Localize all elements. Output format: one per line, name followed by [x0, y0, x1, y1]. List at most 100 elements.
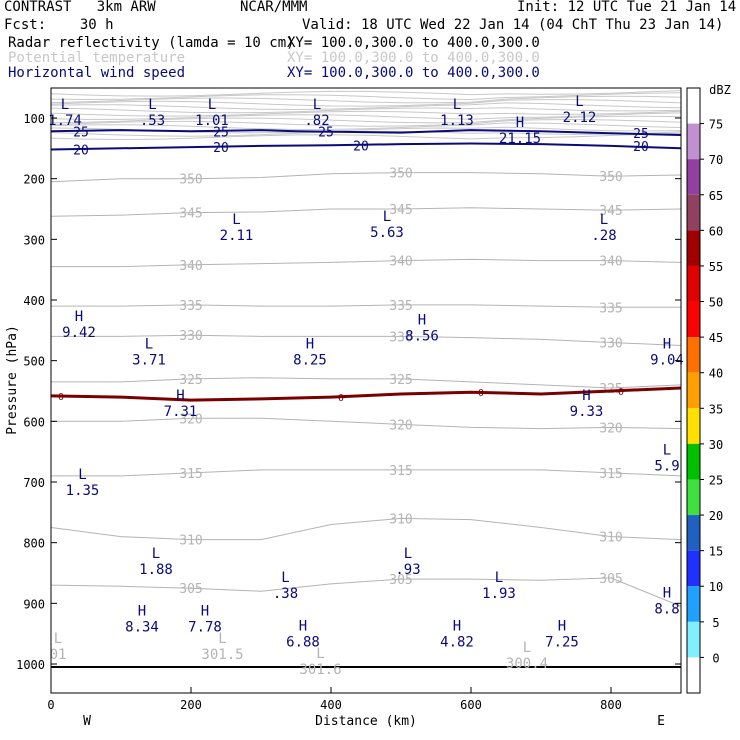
- colorbar-title: dBZ: [709, 83, 731, 97]
- extremum-value: 21.15: [499, 131, 541, 147]
- low-marker: L1.74: [48, 97, 82, 129]
- x-tick-label: 200: [180, 698, 202, 712]
- reflectivity-contour: [51, 386, 681, 402]
- extremum-value: .38: [273, 586, 298, 602]
- wind-contour-label: 20: [633, 140, 649, 155]
- high-marker: H9.04: [650, 337, 684, 369]
- theta-contour-label: 320: [389, 418, 412, 433]
- theta-contour-label: 310: [389, 512, 412, 527]
- y-axis-label: Pressure (hPa): [5, 325, 20, 435]
- low-marker: L.28: [591, 212, 616, 244]
- theta-contour-label: 315: [599, 467, 622, 482]
- extremum-value: 1.74: [48, 113, 82, 129]
- theta-contour-label: 330: [179, 329, 202, 344]
- low-letter: L: [575, 94, 583, 110]
- y-tick-label: 900: [23, 597, 45, 611]
- y-tick-label: 400: [23, 294, 45, 308]
- extremum-value: 2.11: [220, 228, 254, 244]
- low-marker: L.38: [273, 570, 298, 602]
- colorbar-swatch: [687, 479, 700, 516]
- high-marker: H4.82: [440, 619, 474, 651]
- y-tick-label: 200: [23, 173, 45, 187]
- colorbar-level-label: 15: [709, 545, 723, 559]
- x-tick-label: 800: [600, 698, 622, 712]
- high-letter: H: [582, 388, 590, 404]
- extremum-value: 1.01: [195, 113, 229, 129]
- extremum-value: .53: [140, 113, 165, 129]
- colorbar-frame: [686, 87, 701, 694]
- theta-contour-label: 325: [389, 373, 412, 388]
- high-marker: H9.33: [570, 388, 604, 420]
- high-letter: H: [663, 585, 671, 601]
- y-tick-label: 100: [23, 112, 45, 126]
- high-letter: H: [306, 337, 314, 353]
- theta-contour-upper: [51, 90, 681, 97]
- colorbar-level-label: 45: [709, 331, 723, 345]
- extremum-value: 5.63: [370, 225, 404, 241]
- theta-contour-label: 320: [599, 421, 622, 436]
- high-letter: H: [453, 619, 461, 635]
- theta-contour-label: 320: [179, 412, 202, 427]
- theta-contour: [51, 377, 681, 389]
- high-letter: H: [138, 603, 146, 619]
- low-letter: L: [383, 209, 391, 225]
- theta-contour-label: 325: [179, 373, 202, 388]
- theta-contour-label: 340: [179, 259, 202, 274]
- low-letter: L: [663, 443, 671, 459]
- low-letter: L: [453, 97, 461, 113]
- low-marker: L3.71: [132, 337, 166, 369]
- extremum-value: 7.25: [545, 635, 579, 651]
- theta-contour: [51, 172, 681, 183]
- theta-contour: [51, 334, 681, 346]
- reflectivity-contour-label: 0: [618, 387, 624, 398]
- wind-contour-label: 25: [73, 125, 89, 140]
- reflectivity-contour-label: 0: [58, 392, 64, 403]
- colorbar-level-label: 65: [709, 189, 723, 203]
- theta-contour-label: 330: [599, 336, 622, 351]
- theta-contour: [51, 577, 681, 607]
- extremum-value: 2.12: [563, 110, 597, 126]
- extremum-value: 1.88: [139, 562, 173, 578]
- init-time: Init: 12 UTC Tue 21 Jan 14: [517, 0, 737, 15]
- x-tick-label: 400: [320, 698, 342, 712]
- theta-contour-label: 330: [389, 330, 412, 345]
- theta-contour-upper: [51, 110, 681, 117]
- colorbar-level-label: 10: [709, 580, 723, 594]
- theta-contour-upper: [51, 122, 681, 131]
- low-marker: L.93: [395, 546, 420, 578]
- forecast-hour: Fcst: 30 h: [4, 17, 114, 33]
- colorbar-level-label: 0: [712, 651, 719, 665]
- low-marker: L5.9: [654, 443, 679, 475]
- extremum-value: 7.78: [188, 619, 222, 635]
- theta-contour-upper: [51, 92, 681, 101]
- x-axis-label: Distance (km): [315, 714, 417, 729]
- low-marker: L1.35: [66, 467, 100, 499]
- low-marker: L1.01: [195, 97, 229, 129]
- theta-contour: [51, 258, 681, 268]
- wind-contour: [51, 142, 681, 151]
- extremum-value: 7.31: [164, 404, 198, 420]
- theta-contour-upper: [51, 132, 681, 141]
- y-tick-label: 1000: [16, 658, 45, 672]
- low-marker: L1.93: [482, 570, 516, 602]
- theta-contour: [51, 207, 681, 217]
- high-marker: H8.56: [405, 312, 439, 344]
- high-marker: H7.31: [164, 388, 198, 420]
- low-letter: L: [148, 97, 156, 113]
- colorbar-swatch: [687, 230, 700, 266]
- colorbar-level-label: 75: [709, 118, 723, 132]
- high-marker: H9.42: [62, 309, 96, 341]
- high-letter: H: [201, 603, 209, 619]
- high-marker: H21.15: [499, 115, 541, 147]
- theta-contour-label: 345: [599, 204, 622, 219]
- theta-contour: [51, 304, 681, 308]
- extremum-value: 300.4: [506, 656, 548, 672]
- wind-contour-label: 25: [633, 127, 649, 142]
- extremum-value: 8.34: [125, 619, 159, 635]
- theta-contour-label: 350: [599, 170, 622, 185]
- theta-contour-upper: [51, 99, 681, 107]
- y-tick-label: 500: [23, 355, 45, 369]
